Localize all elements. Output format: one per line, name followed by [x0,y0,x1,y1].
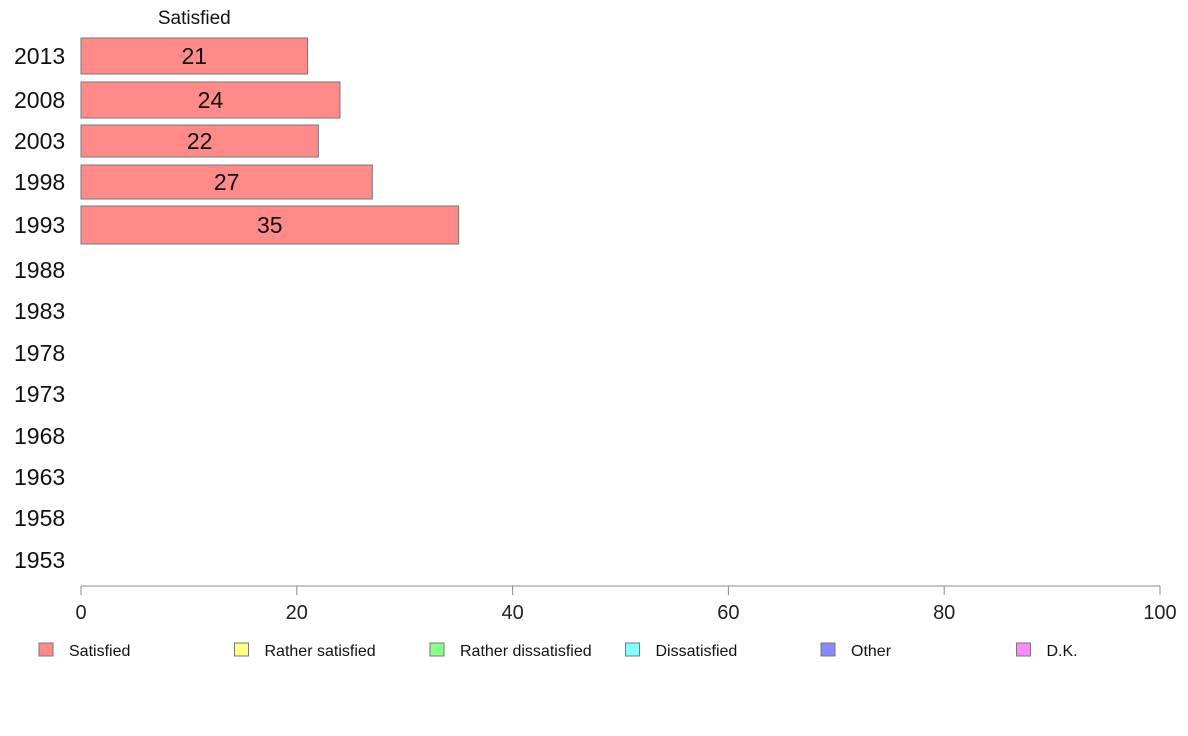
bar-value-label: 27 [214,169,240,195]
x-tick-label: 40 [501,602,523,624]
legend-swatch [234,642,249,657]
bar [80,37,309,75]
bar-value-label: 22 [187,128,213,154]
bar [80,81,341,119]
x-axis: 0 20 40 60 80 100 [75,585,1177,624]
x-tick-label: 60 [717,602,739,624]
category-label: 1973 [14,381,65,407]
x-tick-label: 20 [286,602,308,624]
category-label: 1993 [14,212,65,238]
x-tick-label: 100 [1143,602,1176,624]
legend-swatch [1016,642,1031,657]
bar-value-label: 21 [181,43,207,69]
category-labels: 2013 2008 2003 1998 1993 1988 1983 1978 1973 1968… [14,43,65,573]
legend: Satisfied Rather satisfied Rather dissatis… [38,642,1078,660]
category-label: 2003 [14,128,65,154]
category-label: 1953 [14,547,65,573]
legend-label: Other [851,643,892,660]
category-label: 2008 [14,87,65,113]
category-label: 2013 [14,43,65,69]
category-label: 1968 [14,423,65,449]
legend-swatch [625,642,640,657]
legend-swatch [429,642,445,657]
x-tick-label: 0 [75,602,86,624]
legend-label: Dissatisfied [656,643,738,660]
legend-label: D.K. [1047,643,1078,660]
category-label: 1983 [14,298,65,324]
legend-swatch [820,642,836,657]
category-label: 1958 [14,505,65,531]
bar [80,205,460,245]
bar-value-label: 35 [257,212,283,238]
legend-label: Rather dissatisfied [460,643,592,660]
category-label: 1963 [14,464,65,490]
legend-swatch [38,642,54,657]
bar [80,124,319,158]
category-label: 1998 [14,169,65,195]
bar [80,164,373,200]
x-tick-label: 80 [933,602,955,624]
bar-value-label: 24 [198,87,224,113]
category-label: 1988 [14,257,65,283]
legend-label: Satisfied [69,643,130,660]
series-top-label: Satisfied [158,8,231,29]
legend-label: Rather satisfied [265,643,376,660]
category-label: 1978 [14,340,65,366]
